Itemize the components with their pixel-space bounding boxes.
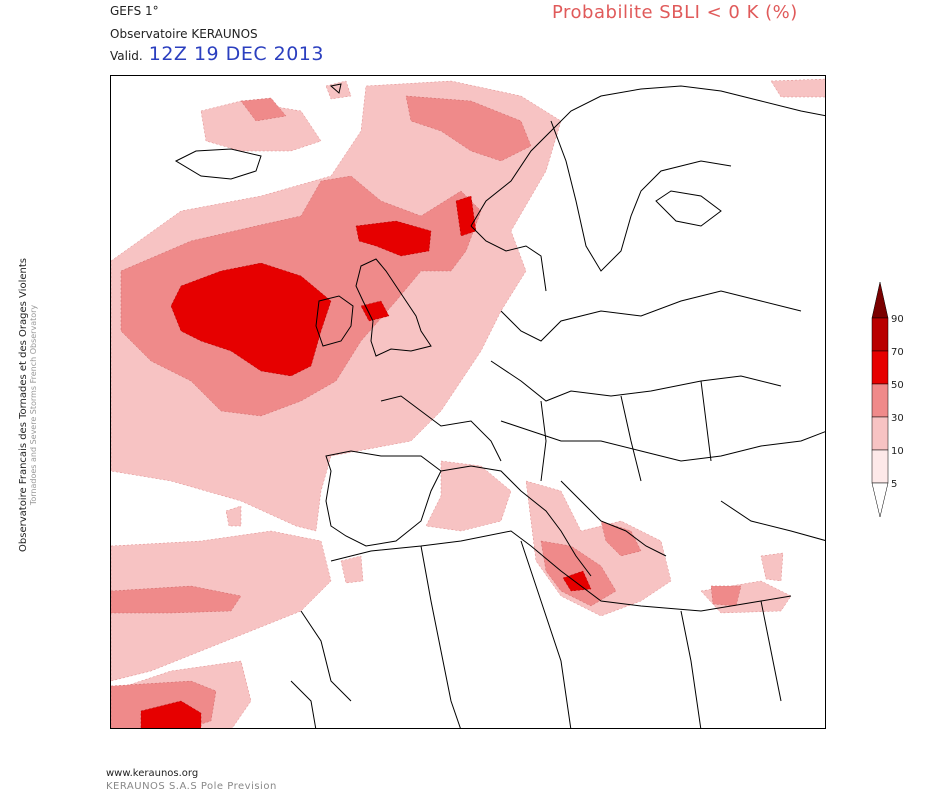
legend-label-50: 50 bbox=[891, 380, 904, 391]
product-title: Probabilite SBLI < 0 K (%) bbox=[552, 2, 798, 23]
footer-company: KERAUNOS S.A.S Pole Prevision bbox=[106, 781, 277, 792]
legend-label-10: 10 bbox=[891, 446, 904, 457]
footer-url: www.keraunos.org bbox=[106, 768, 199, 779]
valid-date: 12Z 19 DEC 2013 bbox=[148, 43, 324, 65]
legend-colorbar: 90 70 50 30 10 5 bbox=[871, 282, 904, 518]
side-credit: Observatoire Francais des Tornades et de… bbox=[18, 220, 38, 590]
coastlines bbox=[174, 83, 825, 728]
source-label: Observatoire KERAUNOS bbox=[110, 27, 258, 41]
model-label: GEFS 1° bbox=[110, 4, 159, 18]
side-credit-line2: Tornadoes and Severe Storms French Obser… bbox=[29, 304, 38, 506]
side-credit-line1: Observatoire Francais des Tornades et de… bbox=[18, 258, 29, 552]
probability-map bbox=[111, 78, 825, 728]
legend-label-30: 30 bbox=[891, 413, 904, 424]
valid-time-row: Valid. 12Z 19 DEC 2013 bbox=[110, 43, 324, 65]
shading-50-70 bbox=[140, 195, 592, 728]
map-panel bbox=[110, 75, 826, 729]
valid-label: Valid. bbox=[110, 49, 143, 63]
legend-label-70: 70 bbox=[891, 347, 904, 358]
legend-label-90: 90 bbox=[891, 314, 904, 325]
legend-label-5: 5 bbox=[891, 479, 897, 490]
